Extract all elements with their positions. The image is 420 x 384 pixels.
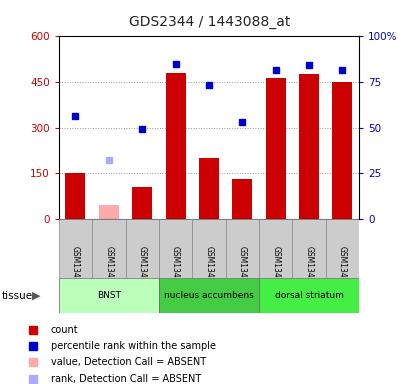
Text: GSM134721: GSM134721 <box>338 246 347 292</box>
Bar <box>66 173 86 219</box>
Bar <box>266 78 286 219</box>
Text: GSM134714: GSM134714 <box>104 246 113 292</box>
Text: GSM134720: GSM134720 <box>304 246 314 292</box>
Bar <box>92 219 126 278</box>
Bar <box>226 219 259 278</box>
Bar <box>199 158 219 219</box>
Bar <box>59 219 92 278</box>
Bar <box>165 73 186 219</box>
Text: count: count <box>51 325 78 335</box>
Text: GDS2344 / 1443088_at: GDS2344 / 1443088_at <box>129 15 291 29</box>
Text: dorsal striatum: dorsal striatum <box>275 291 344 300</box>
Bar <box>326 219 359 278</box>
Text: value, Detection Call = ABSENT: value, Detection Call = ABSENT <box>51 358 206 367</box>
Text: nucleus accumbens: nucleus accumbens <box>164 291 254 300</box>
Bar <box>232 179 252 219</box>
Bar <box>299 74 319 219</box>
Bar <box>159 278 259 313</box>
Bar <box>159 219 192 278</box>
Bar <box>292 219 326 278</box>
Bar <box>126 219 159 278</box>
Text: tissue: tissue <box>2 291 33 301</box>
Bar <box>192 219 226 278</box>
Text: percentile rank within the sample: percentile rank within the sample <box>51 341 215 351</box>
Bar <box>59 278 159 313</box>
Text: GSM134718: GSM134718 <box>238 246 247 292</box>
Text: GSM134716: GSM134716 <box>171 246 180 292</box>
Text: GSM134719: GSM134719 <box>271 246 280 292</box>
Text: GSM134713: GSM134713 <box>71 246 80 292</box>
Text: GSM134715: GSM134715 <box>138 246 147 292</box>
Bar <box>132 187 152 219</box>
Text: ▶: ▶ <box>32 291 40 301</box>
Text: GSM134717: GSM134717 <box>205 246 213 292</box>
Bar <box>259 278 359 313</box>
Text: rank, Detection Call = ABSENT: rank, Detection Call = ABSENT <box>51 374 201 384</box>
Bar <box>99 205 119 219</box>
Bar <box>332 82 352 219</box>
Bar <box>259 219 292 278</box>
Text: BNST: BNST <box>97 291 121 300</box>
